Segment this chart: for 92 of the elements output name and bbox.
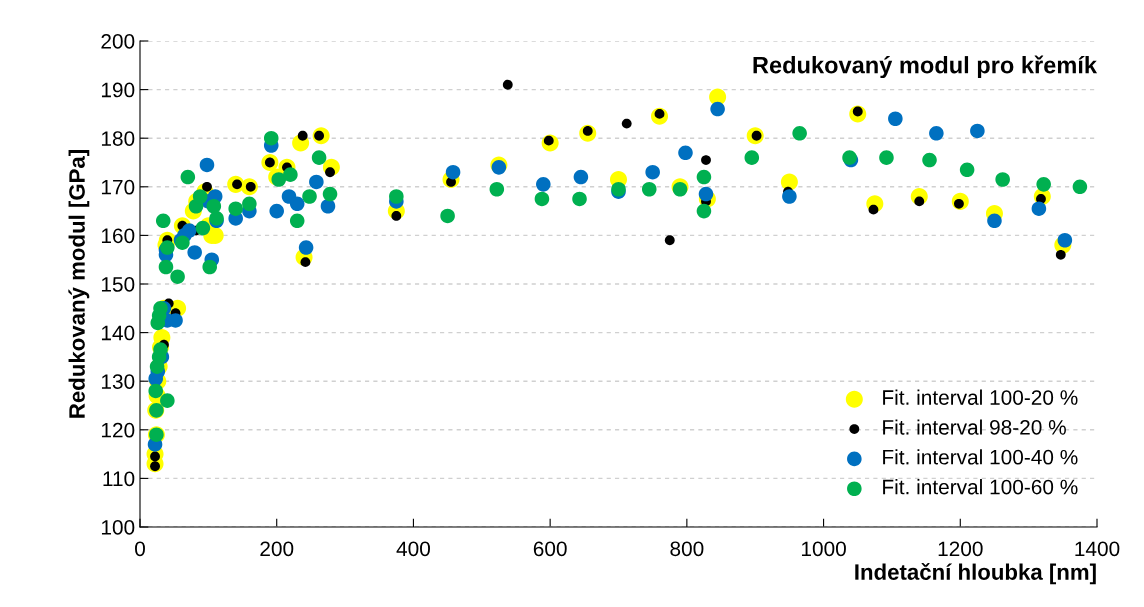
- point: [888, 111, 903, 127]
- point: [929, 126, 944, 141]
- y-tick-label: 120: [101, 422, 135, 438]
- point: [489, 181, 505, 197]
- point: [573, 169, 589, 185]
- x-tick-label: 400: [396, 541, 430, 557]
- point: [491, 160, 507, 175]
- x-tick-label: 200: [260, 541, 294, 557]
- point: [302, 189, 317, 204]
- point: [289, 196, 305, 212]
- point: [202, 259, 218, 275]
- point: [389, 189, 404, 204]
- y-axis-title: Redukovaný modul [GPa]: [68, 150, 90, 418]
- point: [289, 213, 305, 229]
- point: [868, 204, 879, 215]
- point: [959, 162, 975, 178]
- point: [1031, 201, 1047, 216]
- y-tick-label: 170: [101, 179, 135, 195]
- point: [440, 208, 455, 224]
- point: [922, 152, 937, 168]
- point: [502, 79, 513, 90]
- point: [664, 235, 675, 246]
- point: [698, 186, 714, 202]
- point: [995, 172, 1010, 187]
- y-tick-label: 180: [101, 131, 135, 146]
- point: [158, 259, 174, 275]
- point: [263, 130, 279, 146]
- point: [641, 181, 657, 197]
- point: [696, 203, 712, 219]
- y-tick-label: 130: [101, 374, 135, 389]
- y-tick-label: 100: [101, 520, 135, 535]
- point: [1036, 177, 1051, 192]
- x-tick-label: 800: [670, 541, 704, 557]
- point: [311, 150, 327, 165]
- point: [181, 223, 197, 238]
- point: [534, 191, 550, 207]
- point: [199, 157, 215, 173]
- point: [322, 186, 338, 202]
- point: [271, 172, 287, 187]
- x-tick-label: 1200: [938, 541, 983, 557]
- x-tick-label: 1400: [1075, 541, 1120, 557]
- point: [192, 189, 208, 204]
- point: [536, 177, 551, 192]
- point: [696, 169, 712, 185]
- point: [1055, 249, 1066, 260]
- point: [645, 164, 660, 180]
- point: [180, 169, 196, 185]
- y-tick-label: 150: [101, 277, 135, 292]
- point: [320, 198, 336, 214]
- point: [678, 145, 693, 161]
- y-tick-label: 160: [101, 228, 135, 244]
- point: [283, 167, 298, 182]
- point: [792, 126, 807, 141]
- x-tick-label: 0: [135, 541, 145, 557]
- point: [155, 213, 171, 229]
- text: Redukovaný modul pro křemík: [753, 55, 1098, 79]
- point: [150, 451, 160, 462]
- point: [187, 245, 202, 260]
- point: [445, 164, 461, 180]
- point: [744, 150, 760, 165]
- point: [228, 201, 243, 216]
- point: [1072, 179, 1088, 195]
- point: [701, 155, 711, 165]
- legend-label: Fit. interval 98-20 %: [883, 419, 1066, 435]
- point: [269, 203, 284, 219]
- x-tick-label: 600: [533, 541, 567, 557]
- point: [242, 196, 257, 212]
- point: [710, 101, 725, 117]
- point: [879, 150, 894, 165]
- point: [572, 191, 587, 207]
- point: [206, 198, 222, 214]
- x-tick-label: 1000: [801, 541, 846, 557]
- y-tick-label: 190: [101, 82, 135, 98]
- point: [621, 118, 632, 129]
- x-axis-title: Indetační hloubka [nm]: [855, 563, 1096, 585]
- point: [195, 220, 211, 236]
- point: [160, 393, 175, 408]
- point: [970, 123, 985, 139]
- point: [1057, 232, 1073, 248]
- y-tick-label: 110: [103, 471, 135, 487]
- legend-label: Fit. interval 100-20 %: [883, 389, 1078, 405]
- point: [309, 174, 324, 190]
- point: [297, 130, 308, 141]
- point: [298, 240, 314, 255]
- point: [170, 269, 185, 284]
- point: [987, 213, 1002, 229]
- legend-label: Fit. interval 100-60 %: [883, 479, 1078, 495]
- y-tick-label: 140: [101, 325, 135, 341]
- point: [148, 383, 164, 399]
- y-tick-label: 200: [101, 34, 135, 49]
- point: [782, 189, 797, 204]
- legend-label: Fit. interval 100-40 %: [883, 449, 1078, 465]
